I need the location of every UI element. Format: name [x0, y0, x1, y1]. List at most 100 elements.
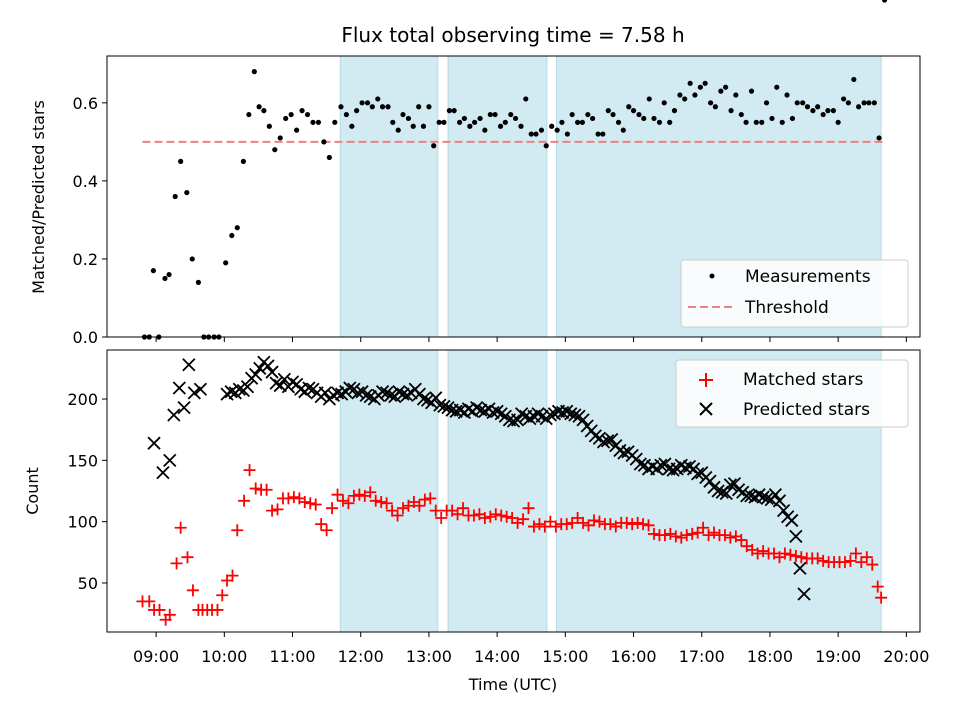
predicted-star-point [666, 463, 680, 477]
measurement-point [590, 115, 596, 122]
measurement-point [184, 189, 190, 196]
matched-star-point [500, 510, 513, 523]
measurement-point [605, 108, 611, 114]
measurement-point [431, 143, 437, 149]
measurement-point [251, 69, 257, 75]
measurement-point [708, 100, 714, 106]
x-tick-label: 11:00 [269, 647, 315, 666]
matched-star-point [718, 529, 731, 542]
measurement-point [272, 147, 278, 153]
y-tick-label: 100 [67, 513, 98, 532]
matched-star-point [287, 491, 300, 504]
measurement-point [861, 100, 867, 106]
measurement-point [321, 139, 327, 145]
matched-star-point [243, 464, 256, 477]
measurement-point [369, 104, 375, 110]
predicted-star-point [400, 388, 414, 403]
measurement-point [600, 131, 606, 137]
matched-star-point [642, 519, 655, 532]
measurement-point [523, 96, 529, 102]
measurement-point [763, 100, 770, 106]
top-legend: Measurements Threshold [680, 259, 909, 328]
top-plot-frame [106, 55, 921, 338]
measurement-point [615, 119, 622, 125]
x-tick-label: 20:00 [883, 647, 929, 666]
legend-measurements-marker [709, 273, 715, 279]
predicted-star-point [182, 358, 196, 372]
measurement-point [332, 119, 338, 125]
predicted-star-point [351, 386, 365, 400]
legend-matched-label: Matched stars [743, 370, 863, 390]
predicted-star-point [265, 365, 279, 379]
measurement-point [538, 127, 545, 133]
measurement-point [549, 123, 555, 129]
measurement-point [410, 123, 416, 129]
measurement-point [543, 143, 549, 149]
measurement-point [497, 123, 504, 129]
matched-star-point [216, 589, 229, 602]
matched-star-point [637, 518, 650, 531]
measurement-point [626, 104, 632, 110]
predicted-star-point [568, 408, 582, 422]
matched-star-point [380, 497, 393, 510]
predicted-star-point [359, 388, 373, 403]
matched-star-point [331, 488, 344, 501]
measurement-point [610, 111, 616, 118]
measurement-point [876, 135, 882, 141]
measurement-point [559, 119, 565, 125]
matched-star-point [522, 502, 535, 515]
predicted-star-point [156, 465, 170, 480]
predicted-star-point [633, 457, 647, 471]
measurement-point [315, 119, 322, 125]
measurement-point [759, 119, 765, 125]
matched-star-point [353, 488, 366, 501]
measurement-point [845, 100, 851, 106]
measurement-point [512, 115, 519, 122]
predicted-star-point [723, 478, 738, 492]
measurement-point [794, 100, 800, 106]
matched-star-point [506, 511, 519, 524]
measurement-point [728, 108, 734, 114]
predicted-star-points [148, 356, 811, 601]
predicted-star-point [193, 382, 208, 396]
measurement-point [851, 76, 857, 83]
predicted-star-point [768, 488, 783, 502]
bottom-y-axis-ticks: 50 100 150 200 [67, 390, 107, 593]
predicted-star-point [543, 408, 557, 422]
measurement-point [677, 92, 683, 98]
matched-star-point [226, 569, 239, 582]
matched-star-point [231, 524, 244, 537]
predicted-star-point [760, 491, 774, 505]
matched-star-point [369, 494, 382, 507]
predicted-star-point [470, 400, 484, 415]
measurement-point [359, 100, 365, 106]
matched-star-point [435, 511, 448, 524]
matched-star-point [620, 516, 633, 529]
predicted-star-point [269, 376, 283, 390]
matched-star-point [413, 499, 426, 512]
measurement-point [288, 111, 294, 118]
predicted-star-point [375, 385, 390, 399]
matched-star-point [266, 504, 279, 517]
predicted-star-point [232, 382, 246, 396]
measurement-point [595, 131, 601, 137]
predicted-star-point [752, 488, 766, 502]
measurement-point [800, 100, 806, 106]
measurement-point [461, 115, 467, 122]
matched-star-point [186, 584, 199, 597]
predicted-star-point [564, 407, 578, 421]
measurement-point [646, 96, 652, 102]
predicted-star-point [302, 381, 316, 395]
measurement-point [804, 104, 811, 110]
x-tick-label: 10:00 [201, 647, 247, 666]
predicted-star-point [318, 386, 332, 400]
matched-star-point [181, 551, 194, 564]
y-tick-label: 0.6 [73, 94, 98, 113]
matched-star-point [795, 551, 808, 564]
matched-star-point [855, 556, 868, 569]
measurement-point [234, 225, 240, 231]
matched-star-point [467, 509, 480, 522]
legend-matched-marker [699, 373, 713, 387]
y-tick-label: 200 [67, 390, 98, 409]
